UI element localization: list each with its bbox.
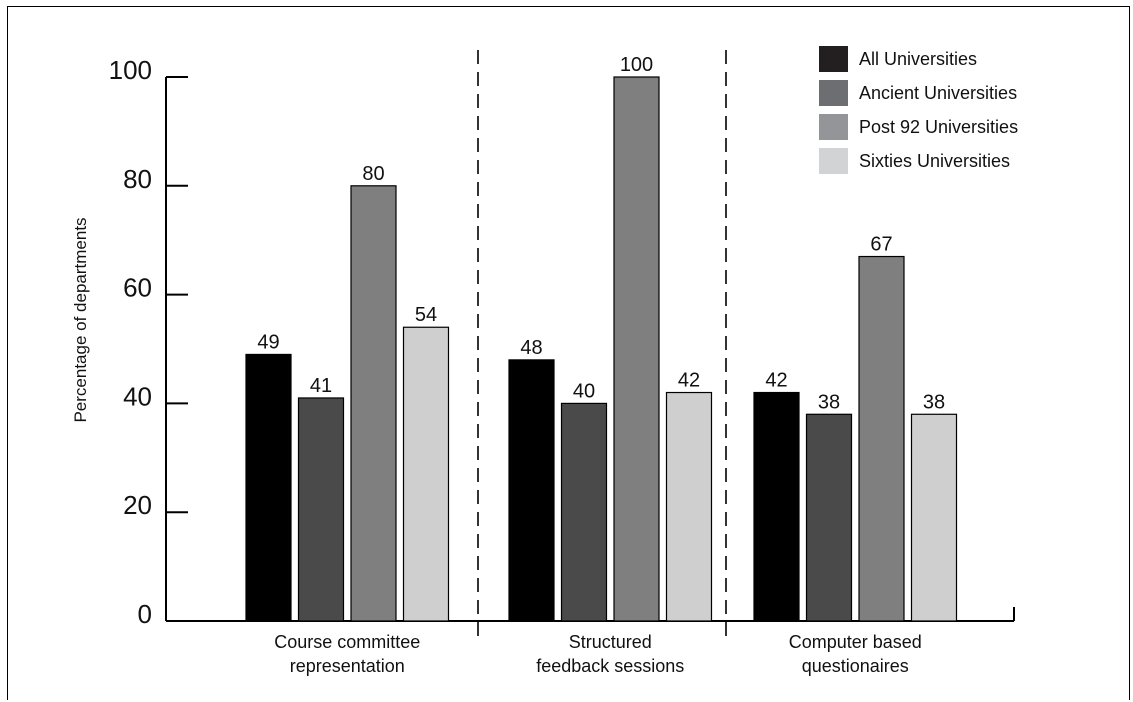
legend-swatch [819, 80, 848, 106]
bar [805, 413, 853, 622]
bar [508, 359, 555, 622]
category-label: representation [290, 656, 405, 676]
legend: All Universities Ancient Universities Post… [819, 46, 1018, 174]
y-axis-ticks: 0 20 40 60 80 100 [109, 55, 188, 629]
legend-swatch [819, 114, 848, 140]
bar-value-label: 54 [415, 304, 437, 326]
y-tick-label: 0 [138, 599, 152, 629]
legend-label: Sixties Universities [859, 151, 1010, 171]
bar-value-label: 38 [923, 391, 945, 413]
bar [613, 76, 660, 622]
bar-value-label: 41 [310, 375, 332, 397]
category-label: Course committee [274, 632, 420, 652]
bar-value-label: 42 [678, 370, 700, 392]
bar [665, 391, 713, 622]
legend-label: All Universities [859, 49, 977, 69]
bar-value-label: 100 [620, 54, 653, 76]
category-label: questionaires [802, 656, 909, 676]
data-labels: 49 41 80 54 48 40 100 42 42 38 67 38 [257, 54, 945, 413]
bar-value-label: 80 [362, 163, 384, 185]
y-tick-label: 20 [123, 490, 152, 520]
y-axis-label: Percentage of departments [71, 217, 90, 422]
group-separators [477, 50, 727, 638]
legend-swatch [819, 46, 848, 72]
bar [858, 255, 905, 622]
chart-frame [7, 6, 1130, 700]
legend-label: Post 92 Universities [859, 117, 1018, 137]
bar-value-label: 40 [573, 380, 595, 402]
bars [245, 76, 958, 622]
y-tick-label: 100 [109, 55, 152, 85]
bar [753, 391, 800, 622]
bar-value-label: 67 [870, 234, 892, 256]
bar [297, 397, 345, 622]
legend-swatch [819, 148, 848, 174]
category-label: feedback sessions [536, 656, 684, 676]
bar [560, 402, 608, 622]
y-tick-label: 80 [123, 164, 152, 194]
bar-value-label: 48 [520, 337, 542, 359]
bar-value-label: 38 [818, 391, 840, 413]
bar [402, 326, 450, 622]
bar-value-label: 42 [765, 370, 787, 392]
bar [910, 413, 958, 622]
y-tick-label: 60 [123, 273, 152, 303]
y-tick-label: 40 [123, 381, 152, 411]
bar [245, 353, 292, 622]
category-labels: Course committee representation Structured… [274, 632, 922, 676]
bar [350, 185, 397, 622]
category-label: Structured [569, 632, 652, 652]
legend-label: Ancient Universities [859, 83, 1017, 103]
category-label: Computer based [789, 632, 922, 652]
bar-value-label: 49 [257, 331, 279, 353]
